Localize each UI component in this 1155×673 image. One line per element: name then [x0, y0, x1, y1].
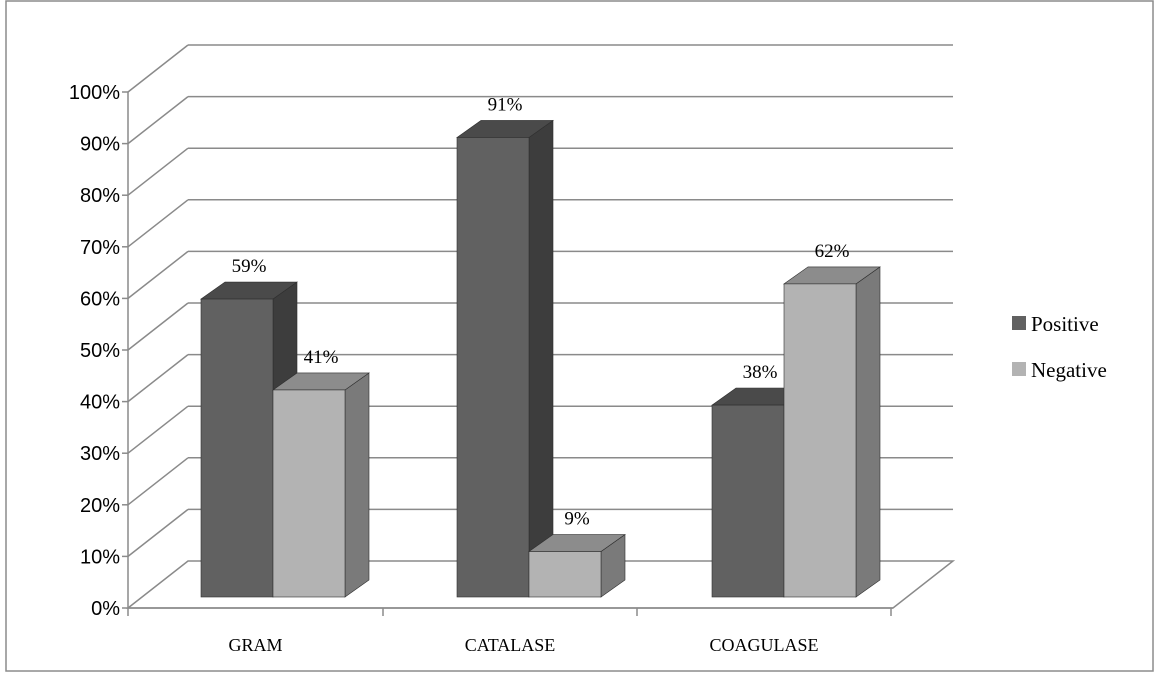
gridline-depth-9: [127, 96, 189, 145]
y-tick-label-1: 10%: [80, 546, 120, 568]
y-tick-label-5: 50%: [80, 340, 120, 362]
gridline-depth-7: [127, 199, 189, 248]
y-tick-label-7: 70%: [80, 237, 120, 259]
data-label-positive-coagulase: 38%: [743, 362, 778, 383]
gridline-depth-10: [127, 44, 189, 93]
gridline-depth-5: [127, 302, 189, 351]
legend-label-positive: Positive: [1031, 312, 1099, 336]
bar-front: [200, 298, 274, 598]
data-label-negative-coagulase: 62%: [815, 241, 850, 262]
axis-layer: 0% 10% 20% 30% 40% 50% 60% 70% 80% 90% 100% GRAM CAT…: [69, 82, 893, 655]
gridline-depth-6: [127, 250, 189, 299]
y-tick-label-2: 20%: [80, 495, 120, 517]
bar-positive-catalase: [456, 119, 554, 598]
bar-layer: [200, 119, 881, 598]
bar-front: [456, 137, 530, 598]
gridline-depth-3: [127, 405, 189, 454]
bar-front: [272, 389, 346, 598]
data-label-positive-catalase: 91%: [488, 94, 523, 115]
gridline-depth-2: [127, 457, 189, 506]
data-label-positive-gram: 59%: [232, 256, 267, 277]
bar-negative-catalase: [528, 533, 626, 598]
y-tick-label-6: 60%: [80, 288, 120, 310]
x-tick-label-coagulase: COAGULASE: [709, 635, 818, 655]
bar-negative-coagulase: [783, 266, 881, 598]
data-label-negative-catalase: 9%: [564, 509, 590, 530]
y-tick-label-4: 40%: [80, 392, 120, 414]
bar-side: [344, 372, 370, 598]
bar-side: [528, 119, 554, 598]
y-tick-label-10: 100%: [69, 82, 120, 104]
data-label-negative-gram: 41%: [304, 347, 339, 368]
x-tick-label-gram: GRAM: [228, 635, 282, 655]
bar-negative-gram: [272, 372, 370, 598]
legend: Positive Negative: [1012, 312, 1107, 382]
bar-front: [711, 404, 785, 598]
x-tick-label-catalase: CATALASE: [465, 635, 556, 655]
bar-front: [528, 551, 602, 598]
bar-front: [783, 283, 857, 598]
gridline-depth-1: [127, 508, 189, 557]
bar-side: [855, 266, 881, 598]
legend-swatch-positive: [1012, 316, 1026, 330]
label-layer: 59% 41% 91% 9% 38% 62%: [232, 94, 850, 529]
gridline-depth-8: [127, 147, 189, 196]
legend-label-negative: Negative: [1031, 358, 1107, 382]
y-tick-label-3: 30%: [80, 443, 120, 465]
y-tick-label-8: 80%: [80, 185, 120, 207]
gridline-depth-4: [127, 354, 189, 403]
y-tick-label-0: 0%: [91, 598, 120, 620]
legend-swatch-negative: [1012, 362, 1026, 376]
y-tick-label-9: 90%: [80, 134, 120, 156]
